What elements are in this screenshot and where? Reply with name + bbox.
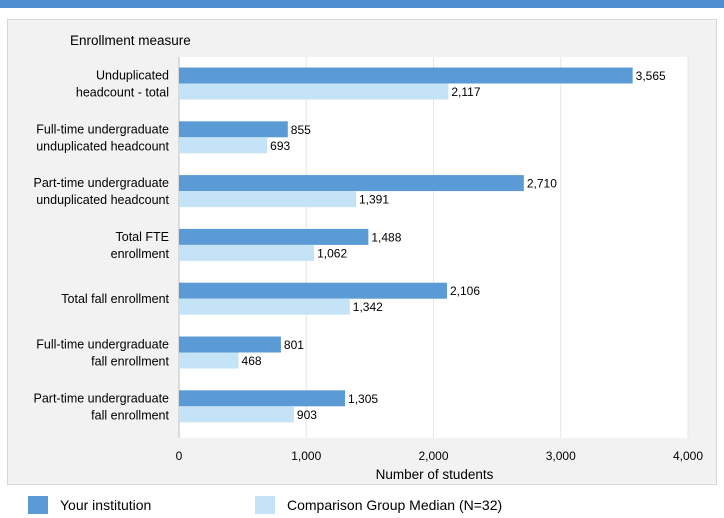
category-label: fall enrollment [91,355,169,369]
x-axis-title: Number of students [376,467,494,482]
category-label: enrollment [111,247,170,261]
value-label-your-institution: 1,488 [371,230,401,244]
bar-comparison-median [179,191,357,208]
x-tick-label: 4,000 [673,449,703,463]
bar-your-institution [179,175,524,192]
value-label-your-institution: 1,305 [348,392,378,406]
top-accent-bar [0,0,724,8]
category-label: fall enrollment [91,408,169,422]
chart-legend: Your institution Comparison Group Median… [0,490,724,518]
legend-item-your-institution: Your institution [28,496,151,514]
legend-swatch-comparison-median [255,496,275,514]
chart-panel: Enrollment measure 3,565 2,117 Unduplicated… [7,19,717,485]
legend-label-your-institution: Your institution [60,497,152,513]
x-tick-label: 1,000 [291,449,321,463]
category-label: Total fall enrollment [61,292,169,306]
category-label: headcount - total [76,86,169,100]
bar-comparison-median [179,406,294,423]
value-label-your-institution: 801 [284,338,304,352]
category-label: Part-time undergraduate [34,176,170,190]
bar-comparison-median [179,352,239,369]
category-label: Unduplicated [96,69,169,83]
value-label-comparison-median: 2,117 [451,85,480,99]
value-label-your-institution: 3,565 [636,69,666,83]
bar-your-institution [179,390,346,407]
enrollment-bar-chart: Enrollment measure 3,565 2,117 Unduplicated… [34,33,704,482]
category-label: Total FTE [116,230,170,244]
value-label-comparison-median: 903 [297,408,317,422]
category-label: Full-time undergraduate [36,122,169,136]
category-label: Full-time undergraduate [36,338,169,352]
category-label: unduplicated headcount [36,193,169,207]
bar-your-institution [179,67,633,84]
value-label-your-institution: 855 [291,123,311,137]
bar-comparison-median [179,83,449,100]
bar-your-institution [179,121,288,138]
value-label-your-institution: 2,710 [527,177,557,191]
x-tick-label: 2,000 [418,449,448,463]
value-label-comparison-median: 1,391 [359,193,389,207]
category-label: unduplicated headcount [36,139,169,153]
value-label-comparison-median: 1,062 [317,246,347,260]
legend-item-comparison-median: Comparison Group Median (N=32) [255,496,502,514]
value-label-comparison-median: 1,342 [353,300,383,314]
bar-comparison-median [179,244,315,261]
bar-comparison-median [179,137,268,154]
bar-your-institution [179,228,369,245]
value-label-comparison-median: 693 [270,139,290,153]
bar-comparison-median [179,298,350,315]
value-label-comparison-median: 468 [242,354,262,368]
category-label: Part-time undergraduate [34,391,170,405]
category-axis-title: Enrollment measure [70,33,191,48]
legend-swatch-your-institution [28,496,48,514]
x-tick-label: 3,000 [546,449,576,463]
legend-label-comparison-median: Comparison Group Median (N=32) [287,497,503,513]
value-label-your-institution: 2,106 [450,284,480,298]
bar-your-institution [179,282,447,299]
bar-your-institution [179,336,281,353]
x-tick-label: 0 [176,449,183,463]
